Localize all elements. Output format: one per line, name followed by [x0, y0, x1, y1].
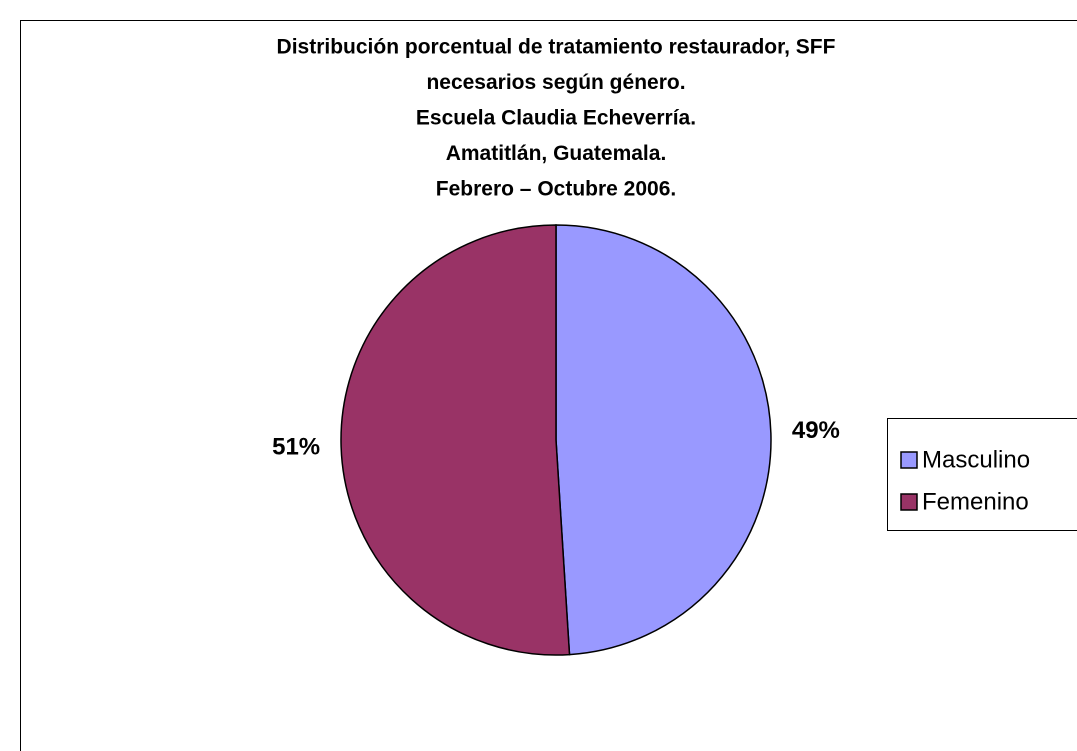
- chart-title: Febrero – Octubre 2006.: [436, 178, 676, 201]
- legend-box: [887, 418, 1077, 531]
- pie-slice: [340, 224, 571, 656]
- chart-title: Escuela Claudia Echeverría.: [416, 107, 696, 130]
- legend-swatch: [900, 451, 918, 469]
- chart-title: Distribución porcentual de tratamiento r…: [277, 36, 836, 59]
- data-label: 51%: [272, 434, 320, 461]
- chart-title: necesarios según género.: [426, 71, 685, 94]
- legend-swatch: [900, 493, 918, 511]
- legend-label: Masculino: [922, 446, 1030, 473]
- data-label: 49%: [792, 417, 840, 444]
- chart-title: Amatitlán, Guatemala.: [446, 142, 667, 165]
- legend-label: Femenino: [922, 488, 1029, 515]
- pie-slice: [555, 224, 772, 656]
